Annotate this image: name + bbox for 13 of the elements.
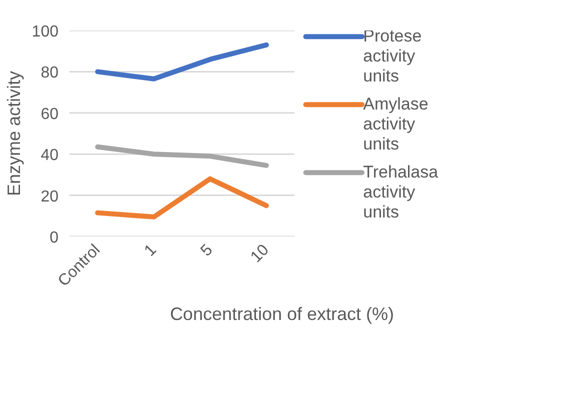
y-tick-label: 80 — [40, 64, 59, 82]
y-tick-label: 100 — [32, 24, 59, 40]
y-tick-label: 40 — [40, 147, 59, 164]
legend-label: Trehalasa activity units — [363, 162, 439, 222]
x-tick-label: 10 — [248, 241, 272, 266]
y-tick-label: 0 — [50, 230, 59, 246]
y-tick-label: 20 — [40, 188, 59, 206]
x-tick-label: 1 — [142, 241, 160, 260]
x-tick-label: 5 — [198, 241, 216, 260]
x-axis-title: Concentration of extract (%) — [170, 304, 394, 324]
y-tick-label: 60 — [40, 106, 59, 123]
legend-label: Amylase activity units — [363, 94, 428, 154]
y-axis-title: Enzyme activity — [4, 70, 24, 196]
